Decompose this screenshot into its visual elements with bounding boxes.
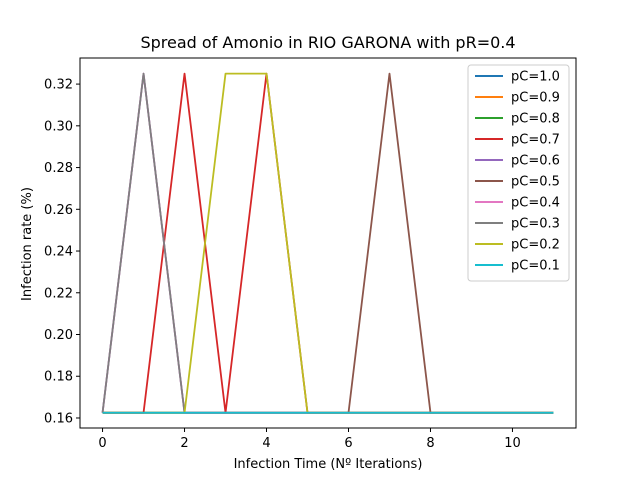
legend-label-7: pC=0.3	[511, 217, 560, 232]
y-tick-label: 0.20	[44, 328, 73, 343]
legend-label-8: pC=0.2	[511, 238, 560, 253]
y-tick-label: 0.28	[44, 161, 73, 176]
x-axis: 0 2 4 6 8 10	[98, 428, 521, 451]
series-layer	[101, 72, 554, 414]
legend-label-1: pC=0.9	[511, 91, 560, 106]
legend-label-9: pC=0.1	[511, 259, 560, 274]
legend-label-6: pC=0.4	[511, 196, 560, 211]
y-tick-label: 0.22	[44, 286, 73, 301]
x-tick-label: 8	[426, 436, 434, 451]
x-tick-label: 0	[98, 436, 106, 451]
y-tick-label: 0.26	[44, 203, 73, 218]
y-axis: 0.16 0.18 0.20 0.22 0.24 0.26 0.28 0.30 0.32	[44, 78, 80, 426]
y-axis-title: Infection rate (%)	[20, 187, 35, 301]
x-tick-label: 4	[262, 436, 270, 451]
legend-label-3: pC=0.7	[511, 133, 560, 148]
legend: pC=1.0 pC=0.9 pC=0.8 pC=0.7 pC=0.6 pC=0.5 pC=0…	[467, 64, 570, 282]
y-tick-label: 0.32	[44, 78, 73, 93]
x-tick-label: 10	[504, 436, 521, 451]
legend-label-4: pC=0.6	[511, 154, 560, 169]
x-tick-label: 6	[344, 436, 352, 451]
x-tick-label: 2	[180, 436, 188, 451]
legend-label-0: pC=1.0	[511, 70, 560, 85]
chart-title: Spread of Amonio in RIO GARONA with pR=0…	[140, 33, 515, 52]
x-axis-title: Infection Time (Nº Iterations)	[234, 457, 423, 472]
y-tick-label: 0.18	[44, 370, 73, 385]
y-tick-label: 0.16	[44, 411, 73, 426]
y-tick-label: 0.24	[44, 245, 73, 260]
plot-area-frame	[79, 57, 577, 429]
y-tick-label: 0.30	[44, 119, 73, 134]
legend-label-2: pC=0.8	[511, 112, 560, 127]
legend-label-5: pC=0.5	[511, 175, 560, 190]
